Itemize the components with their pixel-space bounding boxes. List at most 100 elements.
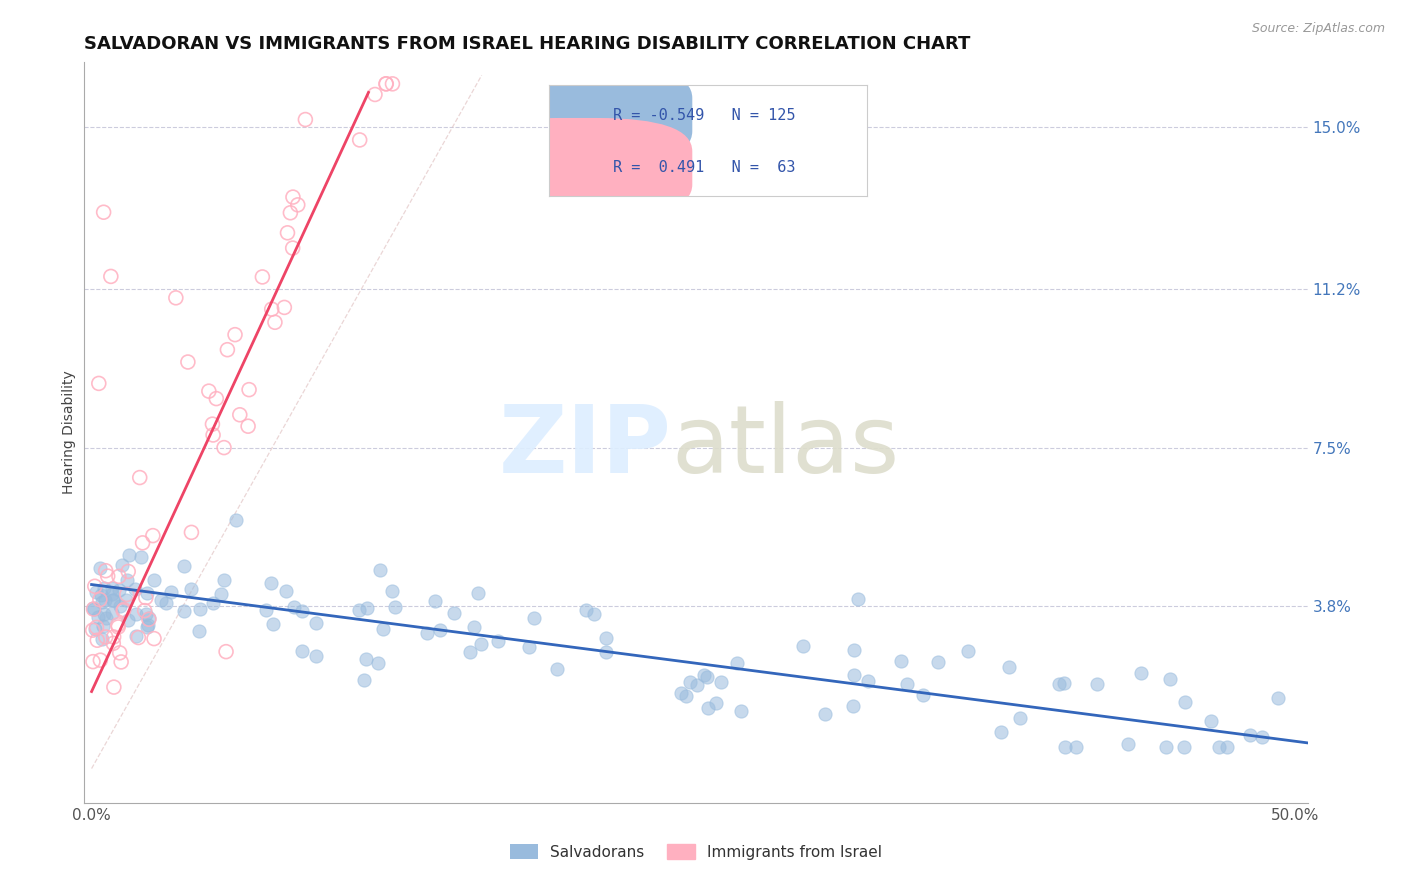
Point bbox=[896, 676, 918, 690]
Point bbox=[103, 592, 125, 607]
Point bbox=[103, 593, 125, 607]
Point bbox=[349, 133, 371, 147]
Point bbox=[180, 582, 202, 596]
Point bbox=[725, 656, 748, 670]
Point bbox=[1267, 691, 1289, 706]
Point bbox=[86, 620, 108, 634]
Point bbox=[93, 205, 115, 219]
Point bbox=[134, 604, 156, 618]
Point bbox=[84, 622, 107, 636]
Point bbox=[283, 600, 305, 615]
Point bbox=[844, 642, 866, 657]
Point bbox=[215, 645, 238, 659]
Point bbox=[90, 589, 112, 603]
Point bbox=[281, 241, 304, 255]
Point bbox=[1208, 740, 1230, 755]
Point bbox=[264, 315, 287, 329]
Point bbox=[135, 620, 157, 634]
Point bbox=[305, 616, 328, 631]
Point bbox=[595, 645, 617, 659]
Point bbox=[675, 690, 697, 704]
Point bbox=[693, 668, 716, 682]
Point bbox=[912, 688, 935, 702]
Point bbox=[180, 525, 202, 540]
Point bbox=[83, 579, 105, 593]
Point bbox=[1173, 740, 1195, 755]
Point bbox=[1250, 731, 1272, 745]
Point bbox=[89, 592, 111, 607]
Point bbox=[108, 599, 131, 614]
Point bbox=[202, 428, 225, 442]
Point bbox=[82, 655, 104, 669]
Point bbox=[276, 226, 298, 240]
Point bbox=[188, 624, 211, 639]
Point bbox=[294, 112, 316, 127]
Point bbox=[546, 663, 568, 677]
Point bbox=[125, 607, 148, 622]
Point bbox=[814, 706, 837, 721]
Point bbox=[229, 408, 252, 422]
Point bbox=[173, 559, 195, 574]
Point bbox=[103, 680, 125, 694]
Point bbox=[695, 670, 717, 684]
Point bbox=[575, 603, 598, 617]
Point bbox=[595, 631, 617, 645]
Point bbox=[127, 631, 149, 645]
Point bbox=[112, 604, 135, 618]
Point bbox=[87, 610, 110, 624]
Point bbox=[177, 355, 200, 369]
Point bbox=[470, 636, 492, 650]
Point bbox=[135, 607, 157, 622]
Point bbox=[1154, 740, 1177, 755]
Point bbox=[211, 587, 233, 601]
Point bbox=[90, 595, 112, 609]
Point bbox=[124, 582, 146, 597]
Point bbox=[890, 654, 912, 668]
Point bbox=[117, 613, 139, 627]
Point bbox=[93, 581, 115, 595]
Point bbox=[100, 269, 122, 284]
Point bbox=[375, 77, 398, 91]
Point bbox=[143, 632, 166, 646]
Point bbox=[205, 392, 228, 406]
Point bbox=[142, 528, 165, 542]
Point bbox=[371, 622, 394, 636]
Point bbox=[115, 587, 138, 601]
Point bbox=[467, 586, 489, 600]
Point bbox=[679, 675, 702, 690]
Point bbox=[347, 603, 370, 617]
Point bbox=[443, 606, 465, 620]
Point bbox=[111, 558, 134, 573]
Point bbox=[118, 548, 141, 562]
Point bbox=[356, 601, 378, 615]
Point bbox=[353, 673, 375, 688]
Point bbox=[91, 619, 114, 633]
Point bbox=[217, 343, 239, 357]
Point bbox=[1239, 729, 1261, 743]
Point bbox=[957, 644, 980, 658]
Point bbox=[384, 600, 406, 615]
Point bbox=[82, 601, 104, 615]
Text: atlas: atlas bbox=[672, 401, 900, 493]
Point bbox=[131, 536, 153, 550]
Point bbox=[458, 645, 481, 659]
Point bbox=[1053, 676, 1076, 690]
Point bbox=[710, 675, 733, 690]
Point bbox=[107, 618, 129, 632]
Point bbox=[842, 698, 865, 713]
Text: ZIP: ZIP bbox=[499, 401, 672, 493]
Point bbox=[115, 573, 138, 587]
Point bbox=[252, 269, 274, 284]
Point bbox=[486, 634, 509, 648]
Point bbox=[927, 655, 949, 669]
Point bbox=[364, 87, 387, 102]
Point bbox=[374, 77, 396, 91]
Point bbox=[83, 602, 105, 616]
Point bbox=[135, 586, 157, 600]
Point bbox=[87, 376, 110, 391]
Point bbox=[108, 569, 131, 583]
Point bbox=[84, 585, 107, 599]
Point bbox=[305, 648, 328, 663]
Point bbox=[274, 583, 297, 598]
Point bbox=[173, 604, 195, 618]
